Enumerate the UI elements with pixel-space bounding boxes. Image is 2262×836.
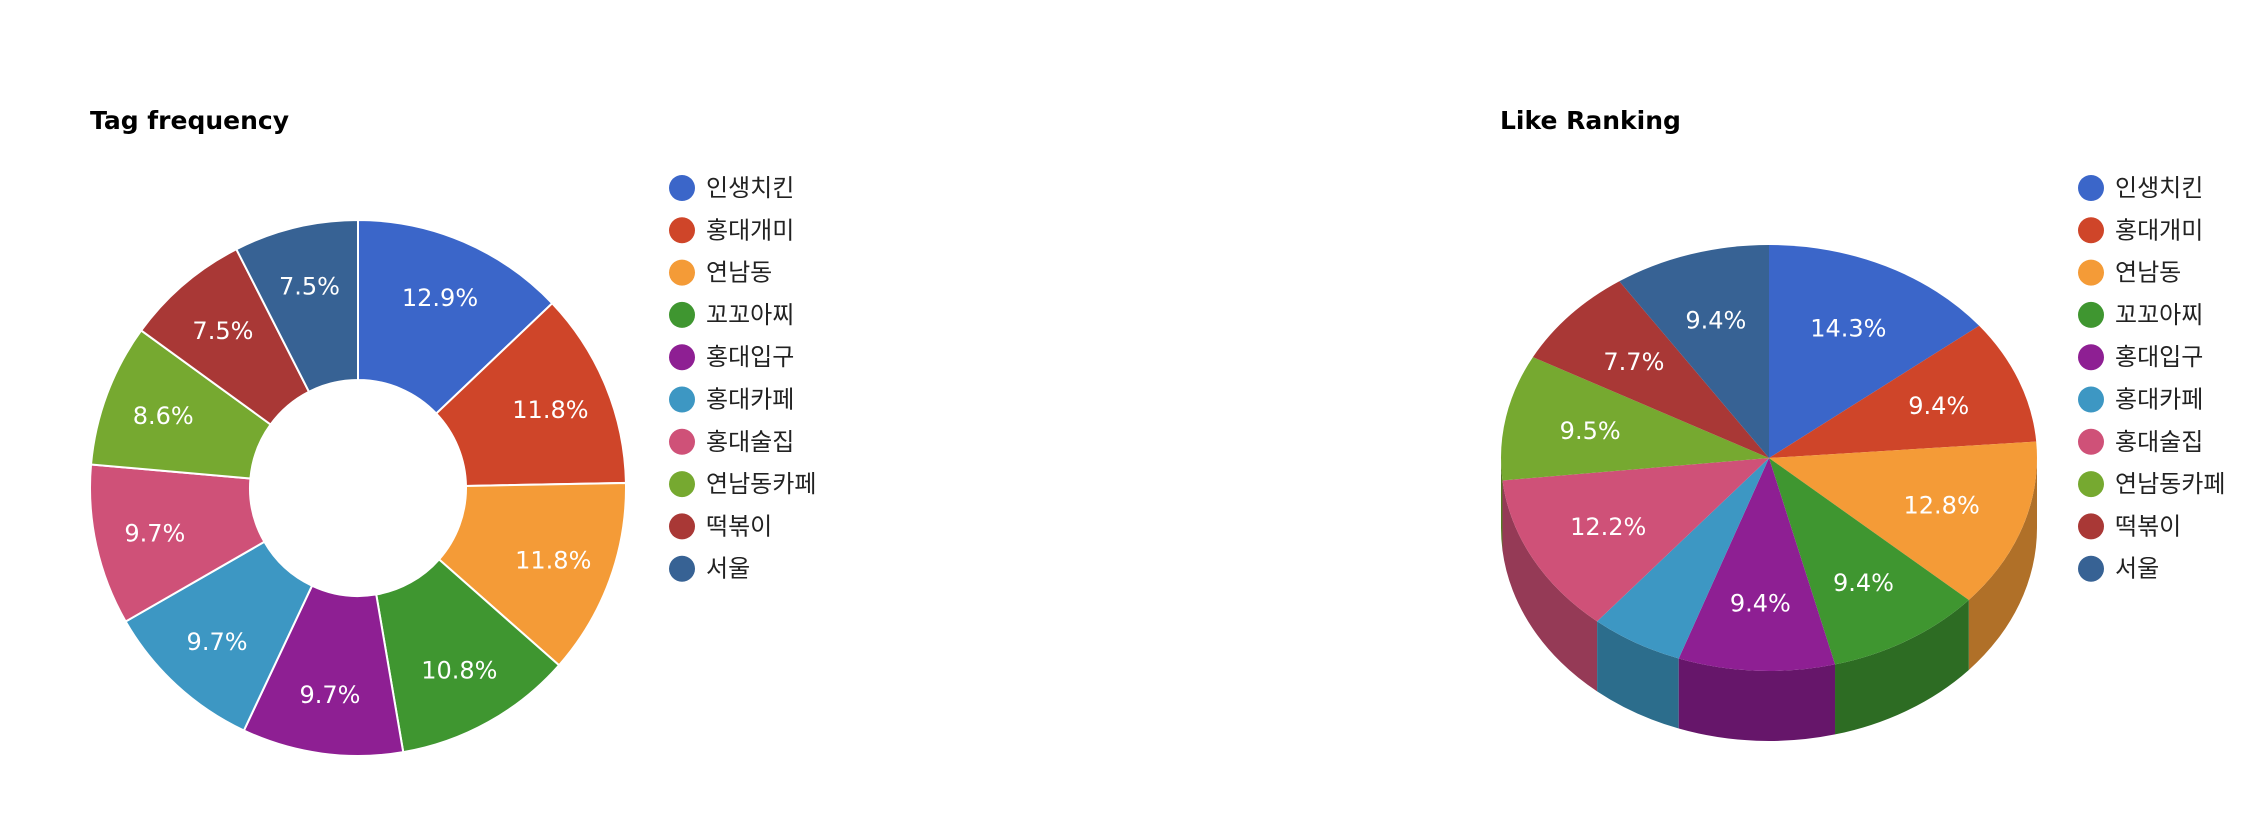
pie-slice[interactable] xyxy=(1769,441,2037,600)
legend-marker xyxy=(2078,386,2104,413)
slice-label: 9.5% xyxy=(1560,417,1621,445)
slice-label: 9.7% xyxy=(299,681,360,709)
slice-label: 10.8% xyxy=(421,657,497,685)
slice-label: 12.9% xyxy=(402,284,478,312)
pie-slice-side xyxy=(1678,658,1836,741)
legend-label: 연남동 xyxy=(706,259,772,287)
legend-label: 홍대카페 xyxy=(706,386,794,414)
pie-slice[interactable] xyxy=(375,558,561,754)
legend-label: 연남동카페 xyxy=(2115,470,2225,498)
pie-slice[interactable] xyxy=(1619,245,1769,458)
slice-label: 7.5% xyxy=(279,273,340,301)
pie-slice[interactable] xyxy=(434,301,627,487)
legend-label: 홍대술집 xyxy=(706,428,794,456)
legend-marker xyxy=(2078,471,2104,498)
legend-marker xyxy=(669,386,695,413)
legend-marker xyxy=(669,259,695,286)
slice-label: 9.4% xyxy=(1908,392,1969,420)
legend-label: 홍대술집 xyxy=(2115,428,2203,456)
legend-label: 홍대카페 xyxy=(2115,386,2203,414)
legend-marker xyxy=(669,175,695,201)
legend-marker xyxy=(2078,301,2104,328)
legend-marker xyxy=(2078,513,2104,540)
legend-label: 연남동 xyxy=(2115,259,2181,287)
pie-slice[interactable] xyxy=(1769,458,1969,665)
legend-marker xyxy=(669,344,695,371)
legend-marker xyxy=(2078,259,2104,286)
pie-slice[interactable] xyxy=(1532,281,1769,458)
legend-label: 홍대입구 xyxy=(2115,343,2203,371)
legend-marker xyxy=(2078,555,2104,582)
legend-label: 떡볶이 xyxy=(2115,512,2181,540)
legend-label: 홍대입구 xyxy=(706,343,794,371)
legend-marker xyxy=(669,217,695,244)
pie-slice[interactable] xyxy=(1502,458,1769,622)
pie-slice-side xyxy=(1501,458,1503,551)
legend-marker xyxy=(669,471,695,498)
pie-slice-side xyxy=(1502,480,1598,692)
chart-title: Like Ranking xyxy=(1500,106,1681,135)
legend-marker xyxy=(2078,217,2104,244)
slice-label: 9.7% xyxy=(187,628,248,656)
pie-slice[interactable] xyxy=(357,218,554,415)
slice-label: 7.5% xyxy=(192,317,253,345)
chart-title: Tag frequency xyxy=(90,106,289,135)
legend-label: 홍대개미 xyxy=(2115,216,2203,244)
legend-marker xyxy=(2078,344,2104,371)
slice-label: 9.4% xyxy=(1685,306,1746,334)
pie-slice-side xyxy=(1835,599,1969,735)
slice-label: 9.7% xyxy=(124,520,185,548)
pie-slice[interactable] xyxy=(1501,357,1769,481)
slice-label: 14.3% xyxy=(1810,315,1886,343)
pie-slice[interactable] xyxy=(1769,325,2037,458)
tag-frequency-chart: Tag frequency 12.9% 11.8% 11.8% 10.8% 9.7% 9.… xyxy=(89,106,816,757)
pie-slice-side xyxy=(1597,621,1679,729)
slice-label: 8.6% xyxy=(133,402,194,430)
legend-label: 떡볶이 xyxy=(706,512,772,540)
pie-slice[interactable] xyxy=(234,218,359,394)
pie-slice[interactable] xyxy=(1678,458,1836,671)
slice-label: 11.8% xyxy=(512,396,588,424)
legend-label: 서울 xyxy=(706,555,750,583)
legend-label: 홍대개미 xyxy=(706,216,794,244)
slice-label: 11.8% xyxy=(515,547,591,575)
legend-marker xyxy=(669,301,695,328)
legend-label: 서울 xyxy=(2115,555,2159,583)
slice-label: 12.2% xyxy=(1570,513,1646,541)
pie-slice-side xyxy=(1968,458,2037,670)
legend-marker xyxy=(2078,428,2104,455)
slice-label: 12.8% xyxy=(1904,491,1980,519)
slice-label: 7.7% xyxy=(1603,348,1664,376)
legend-marker xyxy=(2078,175,2104,201)
legend-label: 꼬꼬아찌 xyxy=(2115,301,2203,329)
legend-label: 꼬꼬아찌 xyxy=(706,301,794,329)
like-ranking-chart: Like Ranking 14.3% 9.4% 12.8% 9.4% 9.4% 12.2%… xyxy=(1500,106,2225,741)
legend-marker xyxy=(669,428,695,455)
pie-slice[interactable] xyxy=(1769,245,1980,458)
legend-label: 인생치킨 xyxy=(706,174,794,202)
legend-label: 연남동카페 xyxy=(706,470,816,498)
pie-slice[interactable] xyxy=(1597,458,1769,659)
slice-label: 9.4% xyxy=(1833,569,1894,597)
legend-marker xyxy=(669,513,695,540)
pie-slice[interactable] xyxy=(437,481,627,667)
slice-label: 9.4% xyxy=(1730,590,1791,618)
legend-marker xyxy=(669,555,695,582)
legend-label: 인생치킨 xyxy=(2115,174,2203,202)
